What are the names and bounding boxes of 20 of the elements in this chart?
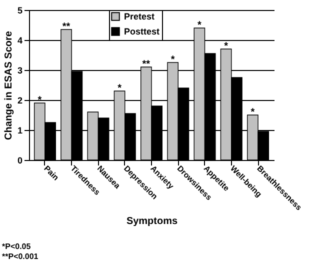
y-tick-label: 4 <box>17 36 22 46</box>
legend-label: Posttest <box>124 26 160 36</box>
text: *P<0.05 <box>2 242 32 252</box>
y-tick-label: 0 <box>17 156 22 166</box>
x-axis-title: Symptoms <box>126 216 178 228</box>
y-tick-label: 1 <box>17 126 22 136</box>
annotation: * <box>224 41 228 52</box>
y-axis-title: Change in ESAS Score <box>3 30 14 140</box>
text: **P<0.001 <box>2 252 40 262</box>
annotation: * <box>250 107 255 118</box>
y-tick-label: 3 <box>17 66 22 76</box>
y-tick-label: 2 <box>17 96 22 106</box>
annotation: * <box>118 83 122 94</box>
y-tick-label: 5 <box>17 6 22 16</box>
annotation: * <box>197 20 202 31</box>
legend-label: Pretest <box>124 12 155 22</box>
annotation: ** <box>62 22 70 32</box>
annotation: ** <box>142 59 150 70</box>
annotation: * <box>170 54 175 66</box>
annotation: * <box>38 95 42 106</box>
